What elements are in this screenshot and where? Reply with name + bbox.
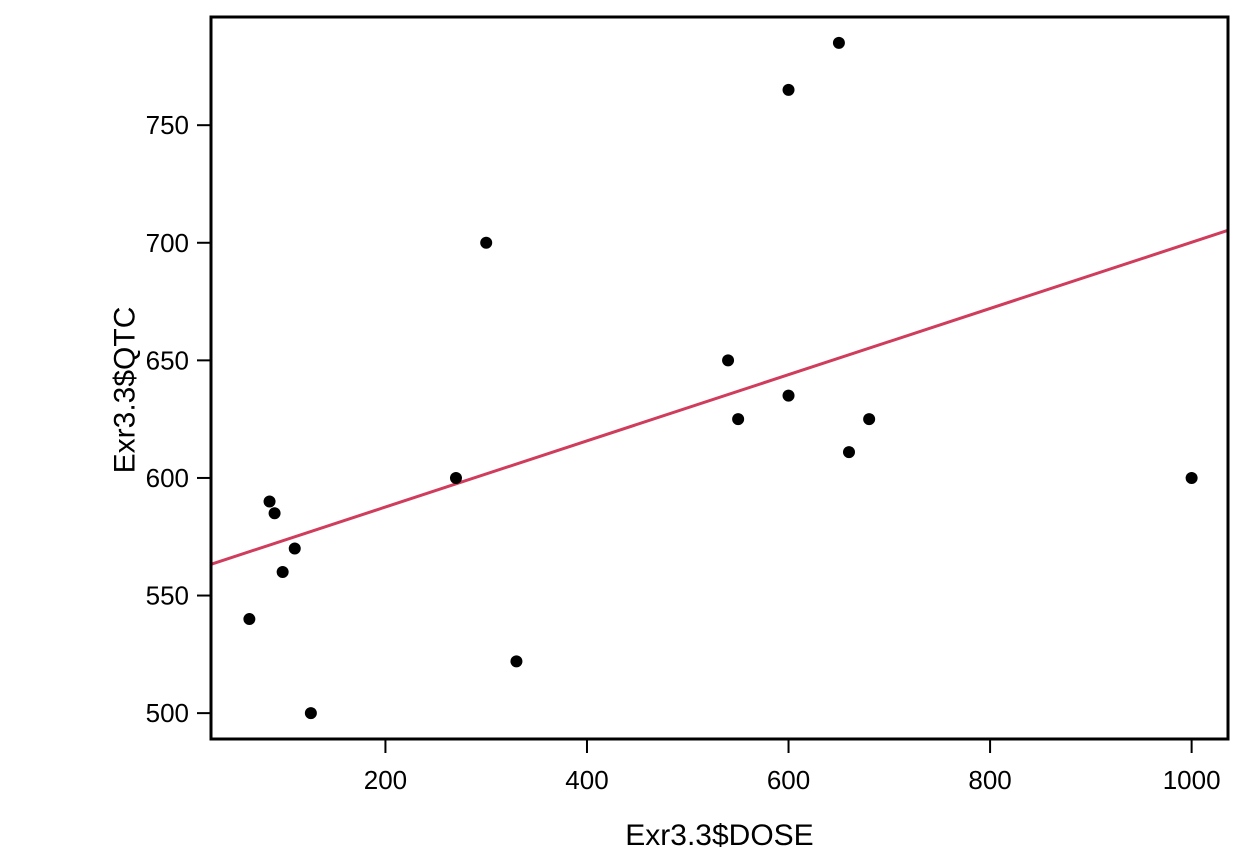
x-tick-label: 400 (565, 765, 608, 795)
y-axis-label: Exr3.3$QTC (109, 307, 142, 474)
x-axis-label: Exr3.3$DOSE (625, 819, 813, 852)
plot-frame (209, 15, 1230, 741)
data-point (782, 389, 795, 402)
y-tick-label: 600 (146, 463, 189, 493)
data-point (782, 83, 795, 96)
x-tick-label: 800 (968, 765, 1011, 795)
data-point (480, 236, 493, 249)
y-tick-label: 500 (146, 698, 189, 728)
y-tick-label: 750 (146, 110, 189, 140)
data-point (276, 566, 289, 579)
data-point (243, 613, 256, 626)
x-tick-label: 1000 (1163, 765, 1221, 795)
data-point (288, 542, 301, 555)
data-point (832, 36, 845, 49)
x-tick-label: 200 (364, 765, 407, 795)
x-tick-label: 600 (767, 765, 810, 795)
data-point (449, 471, 462, 484)
data-point (263, 495, 276, 508)
y-tick-label: 650 (146, 345, 189, 375)
y-tick-label: 550 (146, 581, 189, 611)
y-tick-label: 700 (146, 228, 189, 258)
data-point (842, 446, 855, 459)
data-point (268, 507, 281, 520)
data-point (863, 413, 876, 426)
regression-line (210, 228, 1229, 566)
data-point (510, 655, 523, 668)
data-point (304, 707, 317, 720)
data-point (722, 354, 735, 367)
data-point (732, 413, 745, 426)
data-point (1185, 471, 1198, 484)
